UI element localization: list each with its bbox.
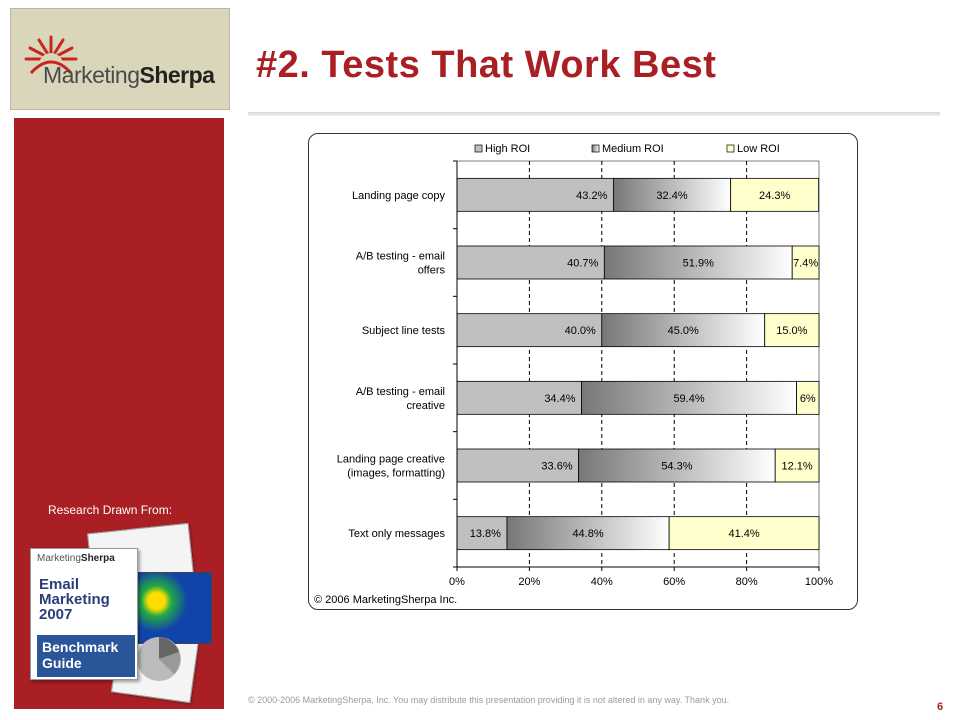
data-label: 12.1% bbox=[781, 461, 812, 473]
research-label: Research Drawn From: bbox=[48, 503, 173, 517]
x-tick-label: 0% bbox=[449, 576, 465, 588]
legend-label: High ROI bbox=[485, 143, 530, 155]
x-tick-label: 60% bbox=[663, 576, 685, 588]
bar-segment bbox=[612, 177, 732, 212]
bar-segment bbox=[603, 245, 793, 280]
data-label: 32.4% bbox=[656, 190, 687, 202]
data-label: 54.3% bbox=[661, 461, 692, 473]
chart-frame: High ROI Medium ROI Low ROI 43.2% 32.4% 24.3… bbox=[308, 133, 858, 610]
chart-copyright: © 2006 MarketingSherpa Inc. bbox=[314, 594, 457, 606]
legend-swatch bbox=[474, 144, 483, 153]
x-tick-label: 40% bbox=[591, 576, 613, 588]
data-label: 43.2% bbox=[576, 190, 607, 202]
sidebar: MarketingSherpa Research Drawn From: Mar… bbox=[0, 0, 236, 720]
data-label: 33.6% bbox=[541, 461, 572, 473]
bar-segment bbox=[791, 245, 820, 280]
data-label: 40.7% bbox=[567, 258, 598, 270]
brand-logo: MarketingSherpa bbox=[43, 62, 215, 88]
category-label: Landing page copy bbox=[352, 190, 445, 202]
data-label: 45.0% bbox=[668, 325, 699, 337]
legend-label: Medium ROI bbox=[602, 143, 664, 155]
category-label: Landing page creative bbox=[337, 454, 445, 466]
bar-segment bbox=[730, 177, 820, 212]
bar-segment bbox=[668, 516, 820, 551]
bar-segment bbox=[456, 177, 614, 212]
category-label: offers bbox=[418, 265, 446, 277]
data-label: 13.8% bbox=[470, 528, 501, 540]
bar-segment bbox=[456, 448, 580, 483]
bar-segment bbox=[578, 448, 776, 483]
guide-title: Email Marketing 2007 bbox=[39, 576, 110, 623]
data-label: 15.0% bbox=[776, 325, 807, 337]
legend-swatch bbox=[591, 144, 600, 153]
x-tick-label: 20% bbox=[518, 576, 540, 588]
slide-title: #2. Tests That Work Best bbox=[256, 44, 717, 86]
legend-swatch bbox=[726, 144, 735, 153]
bar-segment bbox=[601, 313, 766, 348]
copyright-footer: © 2000-2006 MarketingSherpa, Inc. You ma… bbox=[248, 695, 730, 705]
guide-logo: MarketingSherpa bbox=[37, 553, 115, 564]
bar-segment bbox=[456, 516, 508, 551]
benchmark-guide-cover: MarketingSherpa Email Marketing 2007 Ben… bbox=[30, 548, 138, 680]
data-label: 40.0% bbox=[565, 325, 596, 337]
category-label: A/B testing - email bbox=[356, 251, 445, 263]
category-label: A/B testing - email bbox=[356, 386, 445, 398]
bar-segment bbox=[456, 380, 582, 415]
sun-icon bbox=[24, 35, 78, 77]
data-label: 44.8% bbox=[572, 528, 603, 540]
x-tick-label: 80% bbox=[736, 576, 758, 588]
data-label: 6% bbox=[800, 393, 816, 405]
logo-box: MarketingSherpa bbox=[10, 8, 230, 110]
legend-label: Low ROI bbox=[737, 143, 780, 155]
category-label: (images, formatting) bbox=[347, 468, 445, 480]
data-label: 34.4% bbox=[544, 393, 575, 405]
bar-segment bbox=[774, 448, 820, 483]
page-number: 6 bbox=[937, 701, 944, 713]
data-label: 51.9% bbox=[683, 258, 714, 270]
stacked-bar-chart: High ROI Medium ROI Low ROI 43.2% 32.4% 24.3… bbox=[314, 143, 833, 606]
title-divider bbox=[248, 112, 940, 116]
bar-segment bbox=[456, 313, 603, 348]
guide-band: Benchmark Guide bbox=[37, 635, 135, 677]
data-label: 41.4% bbox=[728, 528, 759, 540]
bar-segment bbox=[456, 245, 605, 280]
data-label: 59.4% bbox=[673, 393, 704, 405]
category-label: Subject line tests bbox=[362, 325, 446, 337]
category-label: creative bbox=[406, 400, 445, 412]
category-label: Text only messages bbox=[348, 528, 445, 540]
bar-segment bbox=[764, 313, 820, 348]
bar-segment bbox=[796, 380, 820, 415]
data-label: 24.3% bbox=[759, 190, 790, 202]
x-tick-label: 100% bbox=[805, 576, 833, 588]
pie-chart-icon bbox=[137, 637, 181, 681]
data-label: 7.4% bbox=[793, 258, 818, 270]
